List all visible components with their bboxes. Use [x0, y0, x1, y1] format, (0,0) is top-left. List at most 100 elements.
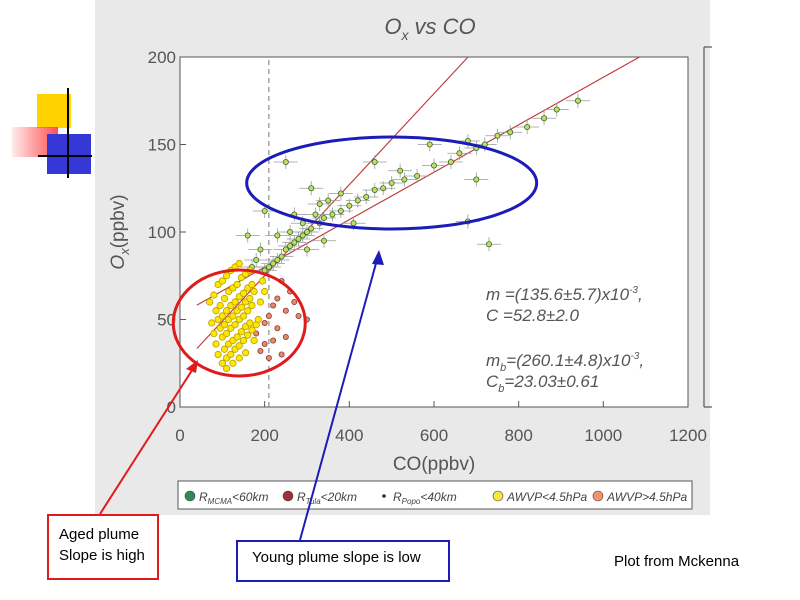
data-point-aged	[237, 328, 245, 336]
plot-area	[179, 56, 689, 408]
data-point-MCMA	[574, 97, 581, 104]
template-logo-graphic	[12, 88, 92, 178]
data-point-MCMA	[312, 211, 319, 218]
legend-box	[177, 480, 693, 510]
data-point-aged	[216, 301, 224, 310]
annotation-ellipse	[245, 135, 539, 231]
data-point-Tula	[261, 340, 268, 347]
x-tick-label: 1000	[584, 426, 622, 445]
data-point-MCMA	[388, 179, 395, 186]
data-point-aged	[220, 345, 229, 353]
data-point-aged	[244, 331, 252, 339]
young-plume-label: Young plume slope is low	[252, 549, 421, 566]
data-point-aged	[233, 333, 241, 341]
y-tick-label: 0	[167, 398, 176, 417]
data-point-MCMA	[274, 256, 281, 263]
data-point-aged	[220, 294, 229, 303]
data-point-Tula	[295, 312, 302, 319]
chart-annotations	[171, 135, 539, 378]
data-point-MCMA	[308, 185, 315, 192]
data-point-MCMA	[253, 256, 260, 263]
aged-plume-slope-label: Slope is high	[59, 547, 145, 564]
data-point-aged	[218, 359, 226, 367]
data-point-Tula	[282, 333, 289, 340]
legend-marker	[184, 490, 196, 502]
data-point-MCMA	[541, 115, 548, 122]
data-point-aged	[250, 287, 258, 296]
data-point-aged	[218, 277, 226, 285]
data-point-aged	[220, 321, 229, 329]
data-point-MCMA	[524, 124, 531, 131]
fit-slope-b-text: mb=(260.1±4.8)x10-3,	[486, 351, 644, 374]
data-point-MCMA	[486, 241, 493, 248]
legend-label: AWVP<4.5hPa	[506, 490, 587, 504]
data-point-MCMA	[274, 232, 281, 239]
data-point-MCMA	[414, 172, 421, 179]
data-point-MCMA	[265, 263, 272, 270]
data-point-Tula	[274, 325, 281, 332]
aged-plume-callout: Aged plume Slope is high	[47, 514, 159, 580]
annotation-ellipse	[171, 268, 307, 378]
data-point-MCMA	[401, 176, 408, 183]
data-point-MCMA	[257, 246, 264, 253]
data-point-aged	[235, 354, 243, 362]
data-point-MCMA	[244, 232, 251, 239]
chart-title: Ox vs CO	[384, 14, 475, 43]
data-point-aged	[214, 350, 222, 359]
data-point-MCMA	[261, 207, 268, 214]
axis-ticks: 0 200 400 600 800 1000 1200 0 50 100 150 200	[148, 48, 707, 445]
data-point-Tula	[257, 347, 264, 354]
data-point-MCMA	[447, 158, 454, 165]
data-point-Tula	[282, 307, 289, 314]
data-point-MCMA	[282, 158, 289, 165]
y-axis-label: Ox(ppbv)	[108, 194, 132, 269]
logo-yellow-square	[37, 94, 71, 128]
data-point-Tula	[265, 312, 272, 319]
data-point-MCMA	[397, 167, 404, 174]
data-point-aged	[248, 301, 256, 310]
data-point-MCMA	[320, 214, 327, 221]
data-point-MCMA	[308, 225, 315, 232]
data-point-aged	[218, 312, 226, 320]
data-point-aged	[212, 340, 220, 348]
data-point-aged	[235, 342, 243, 350]
data-point-MCMA	[371, 186, 378, 193]
data-point-aged	[248, 326, 256, 334]
data-point-aged	[250, 336, 258, 345]
legend-label: AWVP>4.5hPa	[606, 490, 687, 504]
y-tick-label: 150	[148, 136, 176, 155]
data-point-MCMA	[287, 242, 294, 249]
data-point-MCMA	[553, 106, 560, 113]
data-point-aged	[235, 259, 243, 268]
legend-label: RMCMA<60km	[199, 490, 268, 506]
data-point-aged	[246, 319, 254, 327]
x-tick-label: 1200	[669, 426, 707, 445]
data-point-aged	[222, 364, 231, 373]
data-point-aged	[208, 319, 216, 327]
x-tick-label: 0	[175, 426, 184, 445]
data-point-Tula	[253, 330, 260, 337]
data-point-aged	[239, 336, 248, 345]
x-tick-label: 600	[420, 426, 448, 445]
fit-intercept-text: C =52.8±2.0	[486, 306, 580, 325]
legend-marker	[382, 494, 386, 498]
y-tick-label: 200	[148, 48, 176, 67]
data-point-aged	[239, 289, 248, 297]
data-point-MCMA	[320, 237, 327, 244]
data-point-MCMA	[270, 260, 277, 267]
data-point-MCMA	[426, 141, 433, 148]
data-point-aged	[244, 307, 252, 315]
data-point-Tula	[274, 295, 281, 302]
data-point-MCMA	[350, 220, 357, 227]
data-point-MCMA	[371, 158, 378, 165]
data-point-aged	[212, 307, 220, 315]
data-point-MCMA	[473, 176, 480, 183]
data-point-aged	[242, 349, 250, 357]
data-point-Tula	[278, 351, 285, 358]
data-point-aged	[206, 298, 214, 306]
data-point-aged	[227, 350, 235, 359]
data-point-MCMA	[430, 162, 437, 169]
data-point-MCMA	[299, 220, 306, 227]
data-point-aged	[258, 277, 267, 285]
data-point-MCMA	[494, 132, 501, 139]
